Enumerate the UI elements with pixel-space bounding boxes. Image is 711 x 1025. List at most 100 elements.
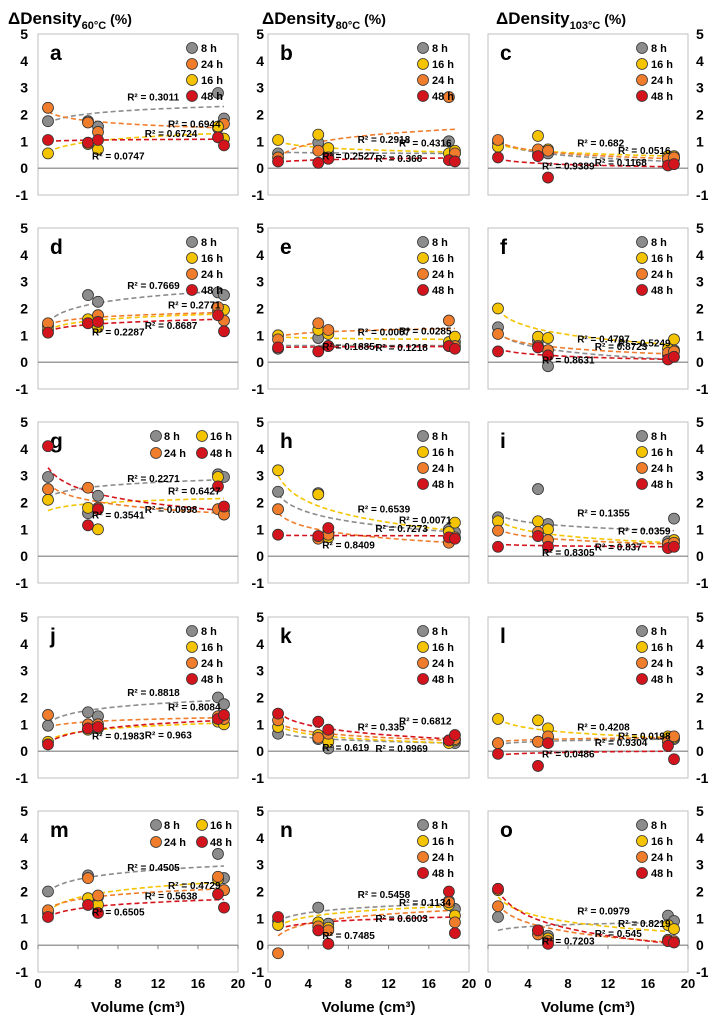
trendline-48h xyxy=(47,898,225,918)
data-point-16h xyxy=(312,488,325,501)
y-tick-label: 5 xyxy=(20,803,28,819)
r2-label: R² = 0.4208 xyxy=(577,722,630,733)
y-tick-label: 5 xyxy=(696,609,704,625)
data-point-8h xyxy=(532,483,544,495)
x-tick-label: 0 xyxy=(484,976,491,991)
plot-frame xyxy=(487,421,689,584)
legend: 8 h 16 h 24 h 48 h xyxy=(186,625,223,686)
data-point-8h xyxy=(212,87,224,99)
trendline-16h xyxy=(47,881,225,913)
legend-marker-16h xyxy=(636,252,648,264)
legend-label: 8 h xyxy=(201,43,217,55)
data-point-48h xyxy=(42,134,54,146)
r2-label: R² = 0.963 xyxy=(145,730,192,741)
plot-frame xyxy=(487,616,689,779)
data-point-48h xyxy=(92,134,104,146)
legend-marker-48h xyxy=(636,90,648,102)
legend-marker-8h xyxy=(417,625,429,637)
r2-label: R² = 0.0979 xyxy=(577,906,630,917)
y-tick-label: 2 xyxy=(20,107,28,123)
trendline-8h xyxy=(497,921,674,932)
data-point-48h xyxy=(449,342,461,355)
trendline-16h xyxy=(497,718,675,739)
legend-label: 24 h xyxy=(651,269,673,281)
data-point-48h xyxy=(312,345,325,358)
x-tick-label: 20 xyxy=(681,976,695,991)
legend-marker-24h xyxy=(186,268,198,280)
r2-label: R² = 0.8084 xyxy=(168,702,221,713)
legend-marker-8h xyxy=(186,625,198,637)
trendline-8h xyxy=(47,699,225,724)
legend-label: 24 h xyxy=(651,463,673,475)
trendline-8h xyxy=(47,290,225,323)
trendline-24h xyxy=(497,333,675,355)
data-point-16h xyxy=(272,134,284,146)
data-point-24h xyxy=(42,101,54,114)
y-tick-label: 0 xyxy=(20,743,28,759)
legend-label: 48 h xyxy=(432,91,454,103)
legend-label: 48 h xyxy=(432,479,454,491)
r2-label: R² = 0.0747 xyxy=(92,151,145,162)
data-point-8h xyxy=(42,885,54,898)
legend-marker-16h xyxy=(636,835,648,847)
data-point-48h xyxy=(532,150,544,162)
data-point-16h xyxy=(668,923,680,935)
data-point-48h xyxy=(42,738,54,751)
svg-text:ΔDensity103°C (%): ΔDensity103°C (%) xyxy=(496,9,626,32)
y-tick-label: 0 xyxy=(20,548,28,564)
data-point-24h xyxy=(492,737,504,750)
legend-label: 8 h xyxy=(651,820,667,832)
column-title-60c: ΔDensity60°C (%) xyxy=(8,9,132,32)
legend: 8 h 16 h 24 h 48 h xyxy=(417,42,454,103)
r2-label: R² = 0.5249 xyxy=(618,338,671,349)
data-point-48h xyxy=(532,341,544,354)
y-tick-label: 2 xyxy=(696,495,704,511)
r2-label: R² = 0.7203 xyxy=(542,937,595,948)
trendline-8h xyxy=(47,865,225,893)
y-tick-label: 5 xyxy=(256,609,264,625)
panel-letter: h xyxy=(280,430,293,453)
legend-label: 24 h xyxy=(201,658,223,670)
legend-label: 48 h xyxy=(651,479,673,491)
legend-label: 24 h xyxy=(164,837,186,849)
legend-label: 24 h xyxy=(651,852,673,864)
panel-letter: n xyxy=(280,819,293,842)
legend-marker-48h xyxy=(196,447,208,459)
legend-label: 8 h xyxy=(432,626,448,638)
data-point-48h xyxy=(212,309,224,322)
data-point-24h xyxy=(532,735,544,748)
y-tick-label: 1 xyxy=(256,910,264,926)
legend-marker-24h xyxy=(636,851,648,863)
data-point-24h xyxy=(492,900,504,913)
data-point-48h xyxy=(272,528,284,541)
legend-marker-48h xyxy=(186,90,198,102)
r2-label: R² = 0.6944 xyxy=(168,119,221,130)
r2-label: R² = 0.619 xyxy=(322,743,369,754)
trendline-24h xyxy=(277,909,455,937)
trendline-24h xyxy=(277,327,455,338)
r2-label: R² = 0.8687 xyxy=(145,321,198,332)
legend-label: 24 h xyxy=(164,448,186,460)
r2-label: R² = 0.0998 xyxy=(145,505,198,516)
y-tick-label: 2 xyxy=(20,301,28,317)
data-point-8h xyxy=(492,911,504,923)
r2-label: R² = 0.6539 xyxy=(358,505,411,516)
legend-label: 16 h xyxy=(201,642,223,654)
data-point-48h xyxy=(492,151,504,164)
data-point-48h xyxy=(322,522,335,534)
legend-marker-8h xyxy=(186,42,198,54)
y-tick-label: 0 xyxy=(696,160,704,176)
legend-marker-48h xyxy=(417,284,429,296)
x-tick-label: 8 xyxy=(345,976,352,991)
y-tick-label: 5 xyxy=(256,26,264,42)
data-point-16h xyxy=(542,523,554,536)
data-point-48h xyxy=(82,136,94,149)
plot-frame xyxy=(267,810,470,973)
r2-label: R² = 0.6812 xyxy=(399,717,452,728)
r2-label: R² = 0.5638 xyxy=(145,892,198,903)
data-point-24h xyxy=(212,870,224,883)
y-tick-label: 4 xyxy=(256,53,264,69)
y-tick-label: 1 xyxy=(20,521,28,537)
trendline-8h xyxy=(47,105,225,124)
